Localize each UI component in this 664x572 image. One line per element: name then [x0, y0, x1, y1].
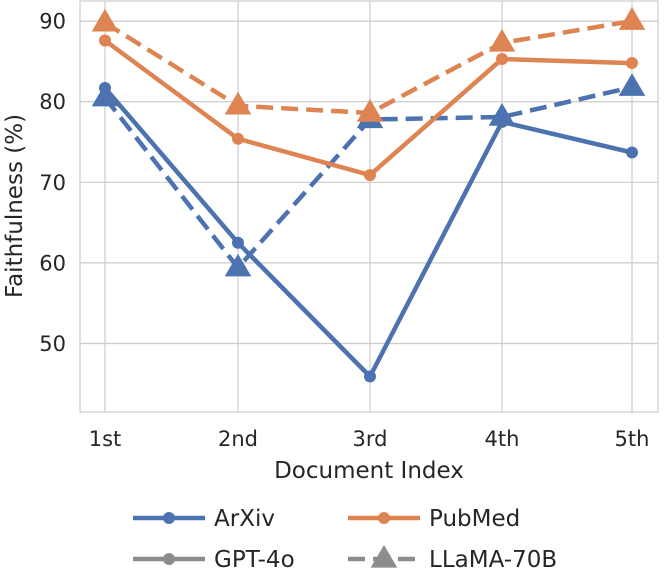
legend-label: PubMed: [429, 506, 520, 532]
data-point-pubmed-gpt-4o-5th: [626, 57, 638, 70]
legend-item-llama-70b: LLaMA-70B: [348, 545, 557, 572]
data-point-pubmed-llama-70b-1st: [91, 8, 119, 32]
legend-item-gpt-4o: GPT-4o: [133, 547, 295, 572]
legend-label: ArXiv: [214, 506, 275, 532]
x-tick-label: 1st: [89, 427, 122, 451]
series-line-arxiv-gpt-4o: [103, 86, 633, 379]
data-point-pubmed-llama-70b-4th: [488, 28, 516, 52]
y-axis-title: Faithfulness (%): [2, 114, 28, 298]
x-axis-title: Document Index: [274, 458, 464, 484]
data-point-arxiv-gpt-4o-2nd: [232, 236, 244, 249]
data-point-pubmed-llama-70b-5th: [618, 7, 646, 30]
data-point-arxiv-llama-70b-2nd: [224, 253, 252, 277]
legend-label: LLaMA-70B: [429, 547, 557, 572]
series-group: [91, 7, 646, 383]
x-tick-label: 5th: [615, 427, 650, 451]
y-tick-label: 90: [39, 10, 66, 34]
plot-frame: [79, 0, 659, 413]
legend-marker-llama-70b: [370, 545, 398, 568]
data-point-pubmed-gpt-4o-2nd: [232, 132, 244, 145]
tick-labels: 1st 2nd 3rd 4th 5th 50 60 70 80 90: [39, 10, 649, 451]
y-tick-label: 50: [39, 332, 66, 356]
legend-item-arxiv: ArXiv: [133, 506, 275, 532]
legend-label: GPT-4o: [214, 547, 295, 572]
y-tick-label: 80: [39, 90, 66, 114]
data-point-arxiv-llama-70b-1st: [91, 83, 119, 107]
series-pubmed-gpt-4o: [99, 34, 638, 182]
data-point-arxiv-llama-70b-5th: [618, 73, 646, 96]
series-pubmed-llama-70b: [91, 7, 646, 122]
x-tick-label: 2nd: [218, 427, 258, 451]
x-tick-label: 3rd: [353, 427, 388, 451]
legend-marker-arxiv: [163, 512, 175, 524]
legend-marker-gpt-4o: [163, 553, 175, 565]
x-tick-label: 4th: [485, 427, 520, 451]
data-point-pubmed-gpt-4o-4th: [496, 53, 508, 66]
y-tick-label: 60: [39, 251, 66, 275]
legend-marker-pubmed: [378, 512, 390, 524]
data-point-arxiv-gpt-4o-3rd: [364, 370, 376, 383]
data-point-arxiv-llama-70b-4th: [488, 103, 516, 126]
legend-item-pubmed: PubMed: [348, 506, 520, 532]
data-point-pubmed-llama-70b-3rd: [356, 99, 384, 122]
data-point-pubmed-llama-70b-2nd: [224, 91, 252, 115]
y-tick-label: 70: [39, 171, 66, 195]
data-point-pubmed-gpt-4o-1st: [99, 34, 111, 47]
legend: ArXiv PubMed GPT-4o LLaMA-70B: [133, 506, 557, 572]
data-point-arxiv-gpt-4o-5th: [626, 146, 638, 159]
data-point-pubmed-gpt-4o-3rd: [364, 169, 376, 182]
